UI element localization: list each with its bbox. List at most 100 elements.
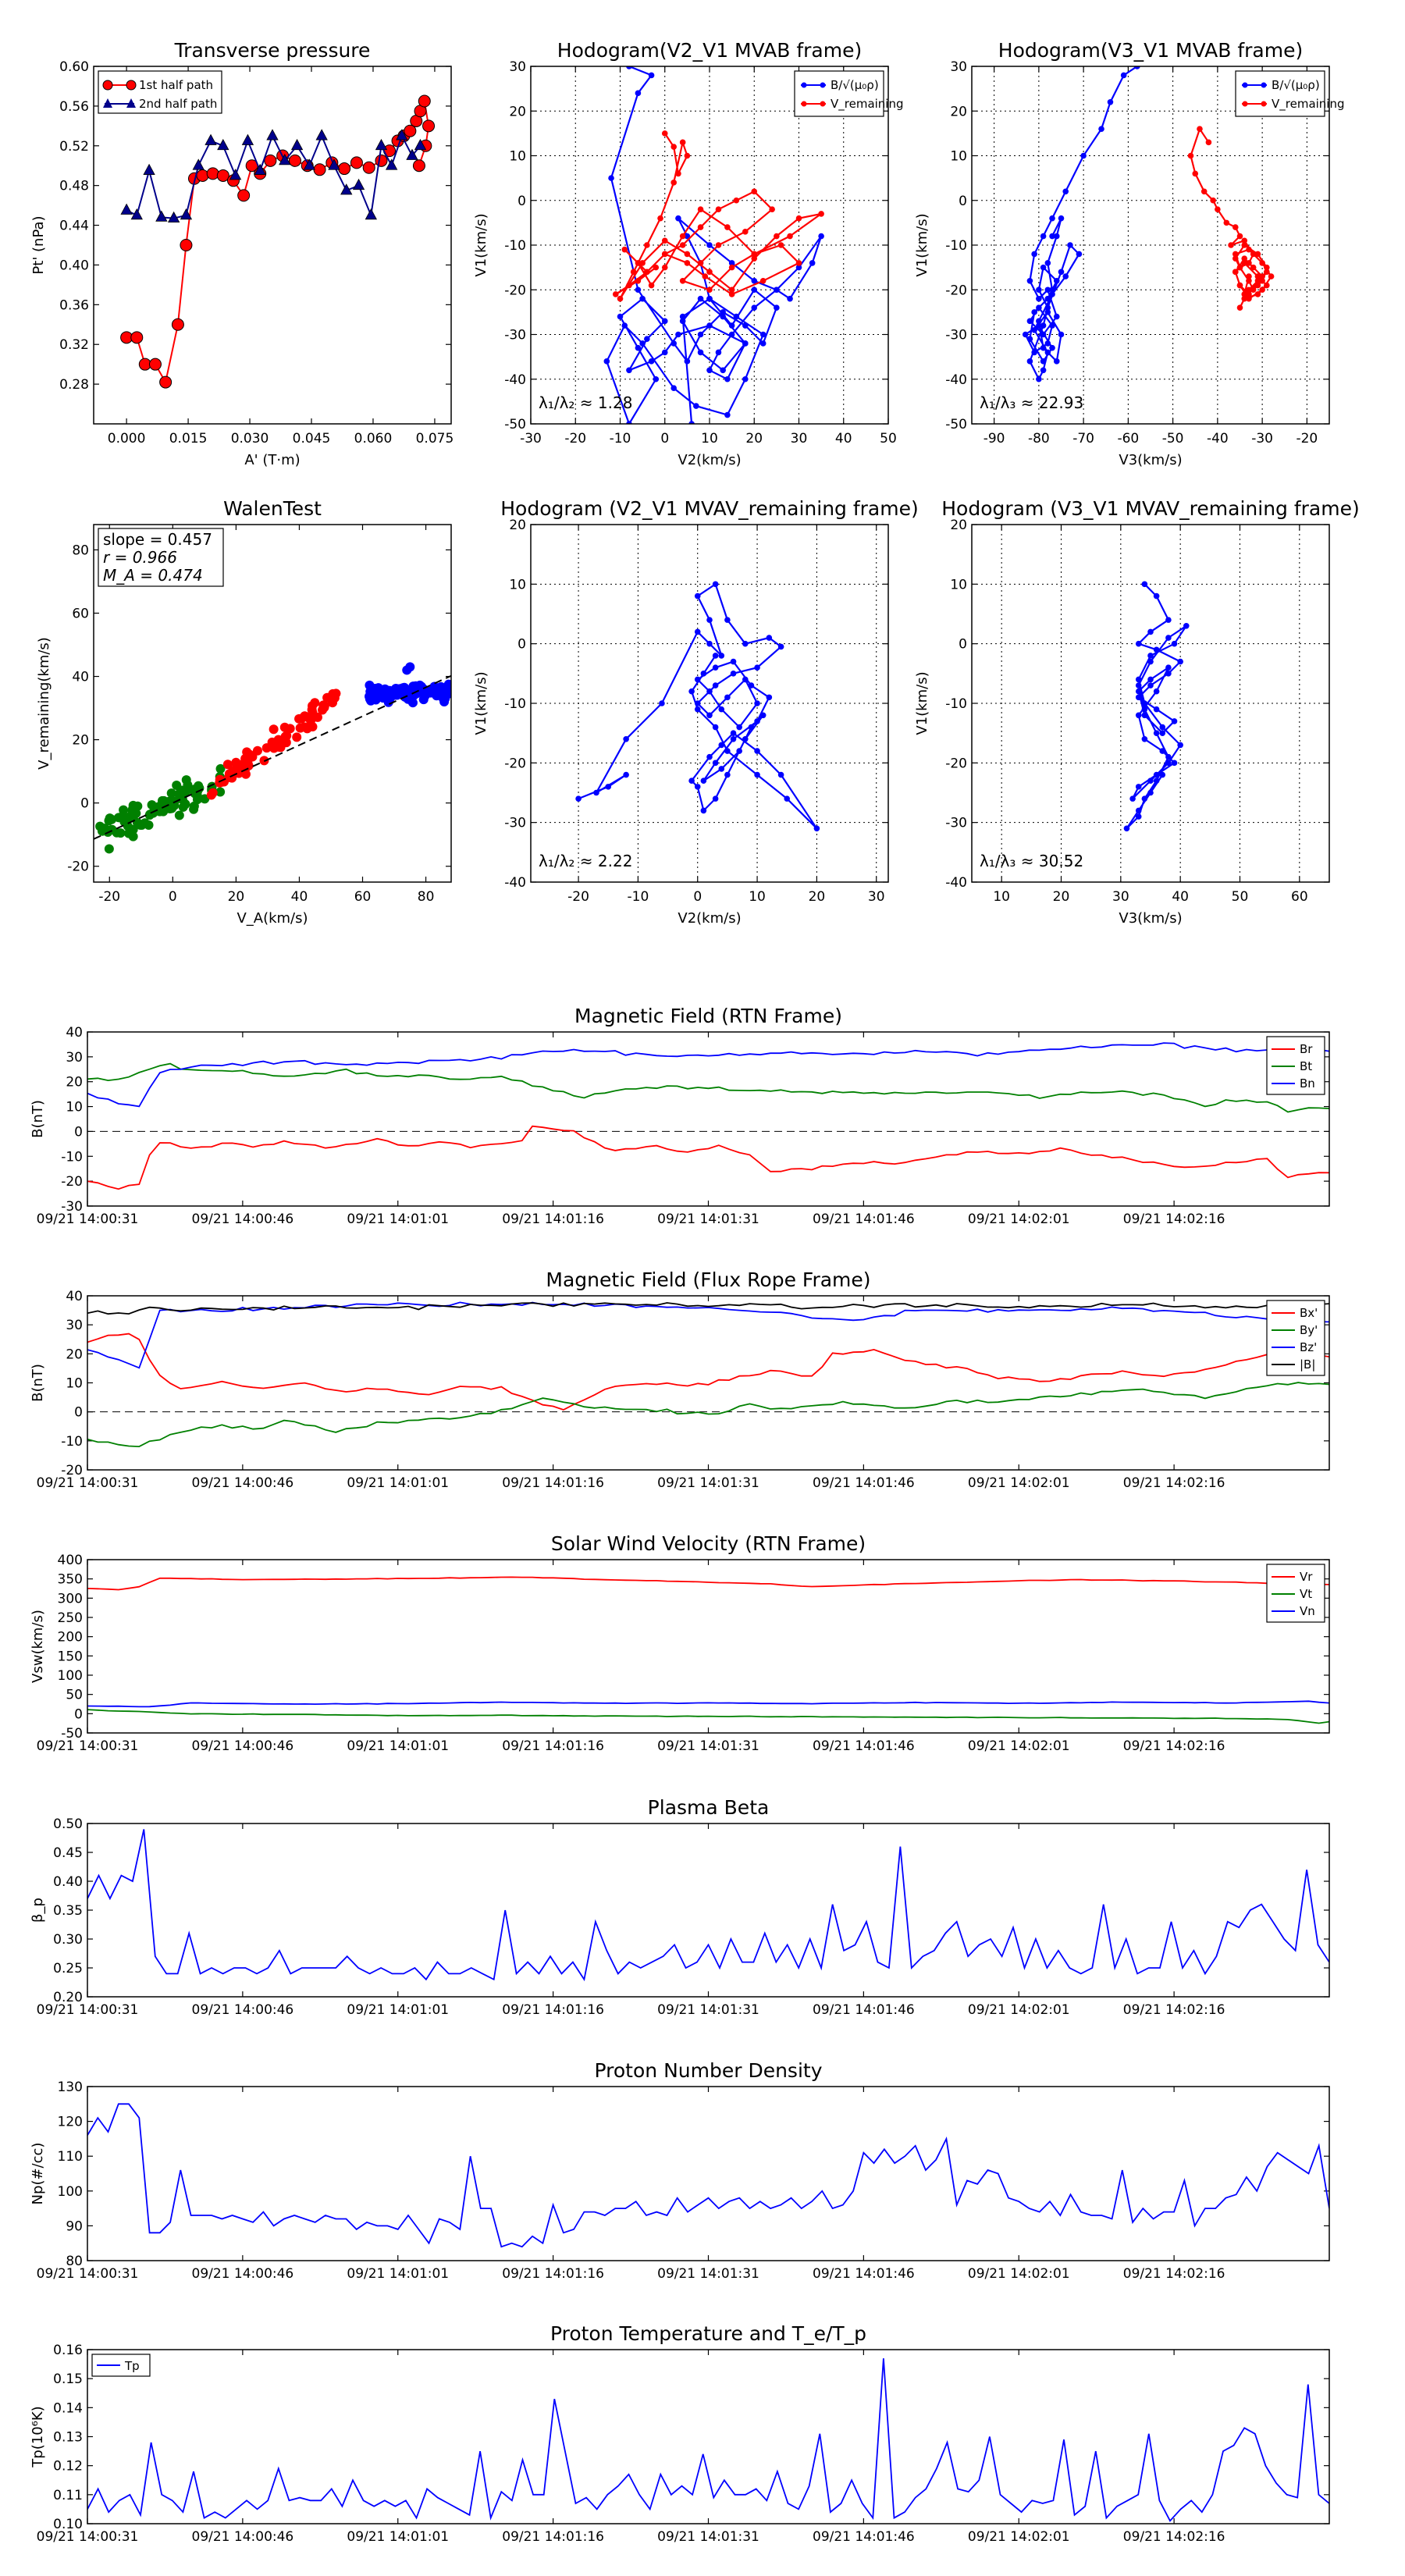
legend: B/√(μ₀ρ) V_remaining	[1235, 70, 1345, 117]
triangle-marker	[340, 183, 353, 195]
y-tick-label: 20	[950, 104, 967, 119]
point-marker	[1076, 251, 1083, 258]
point-marker	[1223, 219, 1230, 226]
point-marker	[1153, 777, 1160, 785]
point-marker	[1044, 304, 1051, 311]
legend-label: 2nd half path	[139, 97, 217, 111]
y-tick-label: -10	[945, 238, 967, 254]
point-marker	[653, 375, 660, 382]
plot-area	[87, 1032, 1329, 1206]
point-marker	[657, 215, 663, 222]
point-marker	[728, 286, 735, 294]
y-axis-label: β_p	[30, 1898, 46, 1923]
point-marker	[1254, 282, 1261, 289]
y-tick-label: 0.10	[53, 2517, 83, 2532]
legend-box	[794, 70, 884, 117]
point-marker	[742, 676, 749, 683]
y-tick-label: 50	[66, 1688, 83, 1703]
plot-clip-group	[1123, 581, 1190, 832]
x-tick-label: 0	[693, 889, 702, 905]
y-tick-label: 30	[66, 1318, 83, 1333]
x-tick-label: 09/21 14:01:31	[657, 2002, 759, 2018]
circle-marker	[375, 154, 388, 167]
scatter-point	[292, 732, 302, 742]
x-tick-label: -60	[1117, 431, 1139, 447]
chart-hodo2_v3v1: Hodogram (V3_V1 MVAV_remaining frame) -40…	[914, 497, 1360, 927]
point-marker	[728, 291, 735, 297]
point-marker	[1153, 688, 1160, 695]
y-axis-label: B(nT)	[30, 1100, 46, 1138]
y-tick-label: 10	[509, 577, 526, 592]
scatter-point	[206, 790, 216, 800]
point-marker	[733, 313, 740, 320]
y-tick-label: 0.12	[53, 2459, 83, 2475]
series-v	[575, 581, 820, 832]
legend-label: Vn	[1300, 1604, 1315, 1618]
x-tick-label: 09/21 14:01:46	[813, 2529, 915, 2545]
x-tick-label: 10	[701, 431, 718, 447]
point-marker	[706, 242, 713, 248]
circle-marker	[206, 167, 219, 180]
x-tick-label: -20	[1296, 431, 1318, 447]
point-marker	[1177, 658, 1183, 665]
point-marker	[1040, 322, 1047, 329]
point-marker	[706, 712, 713, 719]
x-tick-label: 09/21 14:01:16	[502, 2002, 604, 2018]
x-tick-label: 50	[1232, 889, 1249, 905]
point-marker	[661, 251, 668, 258]
x-tick-label: 09/21 14:00:46	[192, 2002, 294, 2018]
point-marker	[1049, 322, 1055, 329]
scatter-point	[189, 804, 199, 814]
point-marker	[730, 736, 737, 742]
x-tick-label: 40	[1172, 889, 1189, 905]
scatter-point	[95, 821, 105, 831]
legend-label: Bz'	[1300, 1340, 1317, 1354]
y-tick-label: 20	[509, 518, 526, 533]
legend-label: B/√(μ₀ρ)	[1272, 78, 1320, 92]
y-tick-label: 0.13	[53, 2430, 83, 2446]
point-marker	[1159, 724, 1166, 731]
point-marker	[694, 676, 701, 683]
point-marker	[706, 688, 713, 695]
point-marker	[1049, 215, 1055, 222]
y-tick-label: -20	[67, 859, 89, 875]
point-marker	[653, 264, 660, 271]
plot-frame	[971, 524, 1330, 883]
point-marker	[706, 640, 713, 647]
point-marker	[697, 331, 704, 338]
plot-frame	[87, 2349, 1330, 2524]
point-marker	[1044, 286, 1051, 294]
scatter-point	[158, 795, 169, 806]
point-marker	[702, 273, 709, 279]
triangle-marker	[290, 138, 304, 151]
point-marker	[1246, 260, 1252, 266]
point-marker	[661, 130, 668, 137]
y-tick-label: 10	[66, 1376, 83, 1392]
scatter-point	[128, 831, 138, 841]
legend-label: V_remaining	[831, 97, 904, 112]
point-marker	[1171, 760, 1178, 767]
triangle-marker	[396, 129, 408, 141]
chart-b_rtn: Magnetic Field (RTN Frame) -30 -20 -10 0 10 20…	[30, 1005, 1330, 1227]
x-tick-label: 30	[791, 431, 808, 447]
point-marker	[1246, 246, 1252, 253]
x-tick-label: 09/21 14:02:16	[1123, 1738, 1225, 1754]
legend-label: Bt	[1300, 1059, 1312, 1073]
y-tick-label: -40	[504, 875, 526, 891]
point-marker	[777, 643, 784, 650]
y-tick-label: 0.30	[53, 1932, 83, 1948]
y-tick-label: 40	[66, 1289, 83, 1304]
y-tick-label: -30	[504, 328, 526, 343]
point-marker	[1165, 635, 1172, 641]
plot-clip-group	[87, 1576, 1329, 1724]
point-marker	[1259, 260, 1265, 266]
circle-marker	[196, 169, 209, 182]
point-marker	[603, 358, 610, 365]
y-tick-label: 20	[509, 104, 526, 119]
point-marker	[720, 309, 726, 315]
scatter-point	[167, 802, 177, 812]
point-marker	[1205, 139, 1212, 146]
y-tick-label: 80	[66, 2254, 83, 2269]
legend-label: |B|	[1300, 1357, 1315, 1372]
point-marker	[648, 72, 655, 79]
